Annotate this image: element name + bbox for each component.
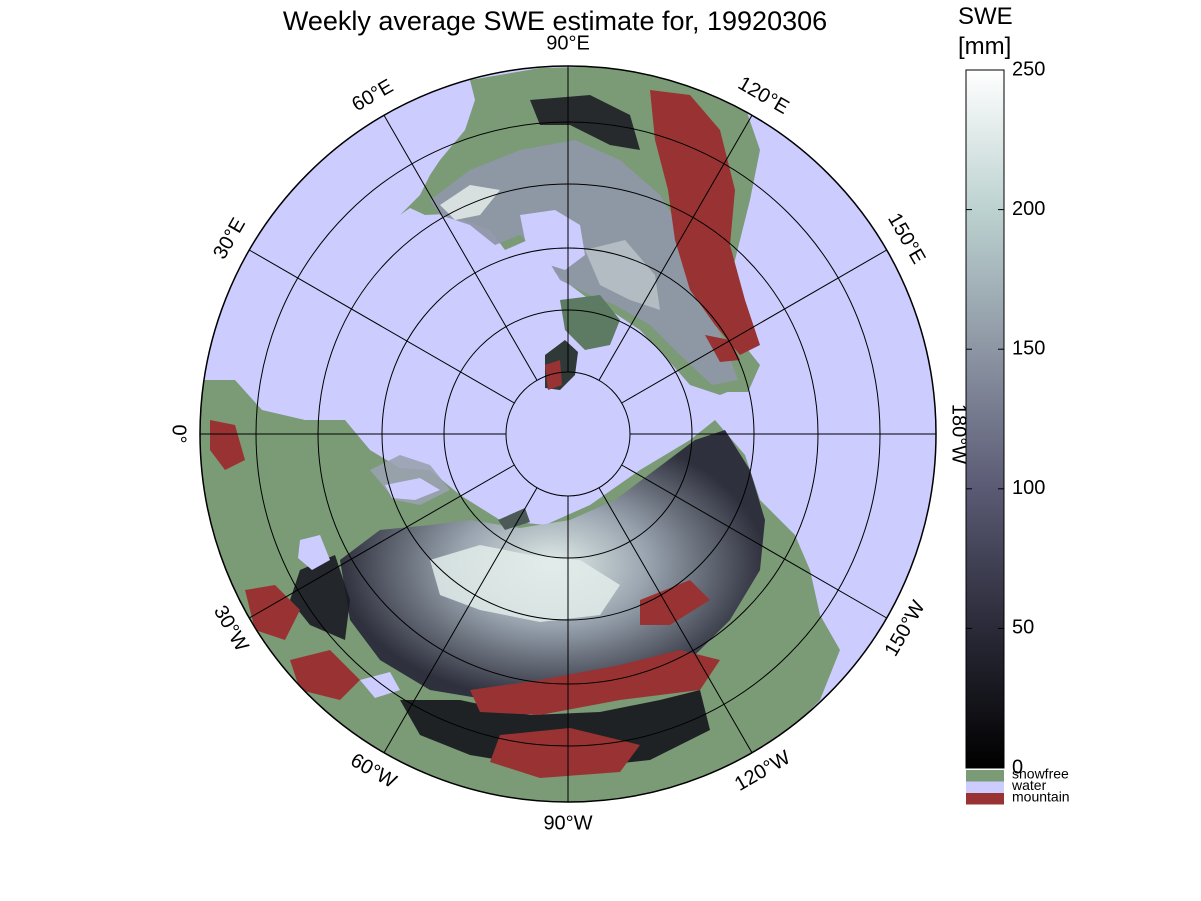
colorbar-tick-label: 100 [1012, 477, 1045, 499]
colorbar-title: SWE [mm] [958, 2, 1013, 62]
snow-eurasia-bright [430, 545, 620, 622]
longitude-label: 60°E [348, 75, 397, 116]
longitude-label: 180°W [948, 404, 970, 464]
black-sea [360, 672, 400, 698]
meridian-line [598, 115, 753, 381]
snow-north-america [430, 140, 738, 385]
colorbar-tick-label: 0 [1012, 756, 1023, 778]
category-label-water: water [1011, 777, 1047, 793]
meridian-line [249, 464, 515, 619]
meridian-line [383, 115, 538, 381]
longitude-label: 0° [168, 424, 190, 443]
longitude-label: 30°E [209, 214, 250, 263]
colorbar-tick-label: 200 [1012, 198, 1045, 220]
category-swatch-snowfree [966, 770, 1004, 782]
category-label-snowfree: snowfree [1012, 766, 1069, 782]
colorbar-ticks: 250 200 150 100 50 0 [966, 58, 1045, 778]
mountain-alps [245, 585, 300, 640]
category-label-mountain: mountain [1012, 789, 1070, 805]
mountain-greenland-sw [545, 360, 562, 390]
figure-title: Weekly average SWE estimate for, 1992030… [282, 6, 828, 36]
snow-north-america-mid [585, 240, 660, 310]
meridians [200, 66, 936, 802]
colorbar-gradient [965, 69, 1005, 769]
arctic-islands [560, 295, 620, 350]
colorbar-label-line1: SWE [958, 3, 1013, 30]
meridian-line [621, 249, 887, 404]
longitude-label: 90°E [546, 32, 590, 54]
dark-europe [290, 555, 350, 640]
category-swatch-mountain [966, 793, 1004, 805]
map-border [199, 65, 937, 803]
longitude-label: 90°W [543, 812, 592, 834]
meridian-line [383, 487, 538, 753]
mountain-alaska [705, 335, 740, 362]
meridian-line [621, 464, 887, 619]
meridian-line [249, 249, 515, 404]
mountain-siberia [640, 580, 710, 625]
graticule [200, 66, 936, 802]
mountain-rockies [650, 90, 760, 355]
meridian-line [598, 487, 753, 753]
colorbar-tick-label: 50 [1012, 617, 1034, 639]
caspian-sea [298, 535, 330, 570]
mountain-iberia [210, 420, 245, 470]
colorbar-tick-label: 250 [1012, 58, 1045, 80]
mountain-caucasus [290, 650, 360, 700]
mountain-tibet [490, 728, 640, 778]
baltic-sea [385, 478, 440, 500]
hudson-bay [520, 210, 585, 270]
colorbar-label-line2: [mm] [958, 33, 1012, 60]
colorbar-tick-label: 150 [1012, 337, 1045, 359]
category-swatch-water [966, 781, 1004, 793]
